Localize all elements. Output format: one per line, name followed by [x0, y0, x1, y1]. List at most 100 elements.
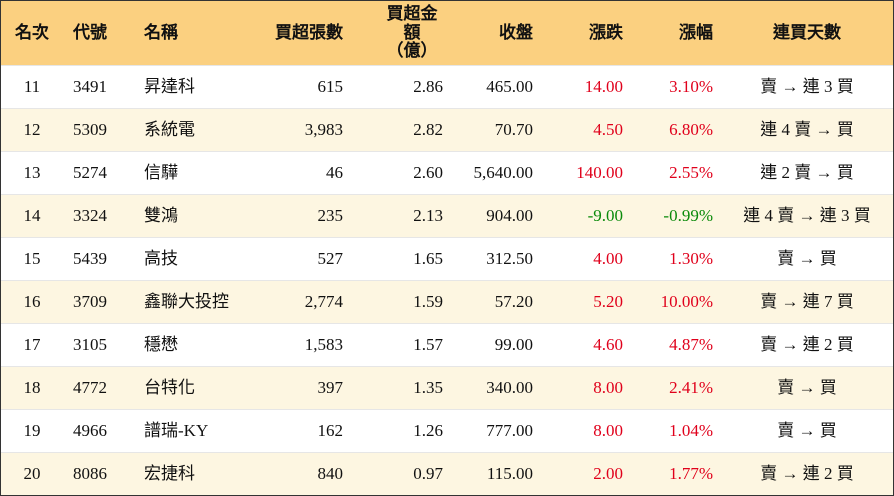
- table-cell: 57.20: [494, 291, 533, 311]
- table-cell: 4966: [73, 420, 107, 440]
- table-row: 19 4966 譜瑞-KY 162 1.26 777.00 8.00 1.04% 賣 → 買: [1, 409, 893, 452]
- table-cell: 信驊: [144, 162, 178, 182]
- table-row: 14 3324 雙鴻 235 2.13 904.00 -9.00 -0.99% 連 4 賣 → …: [1, 194, 893, 237]
- table-cell: 穩懋: [144, 334, 178, 354]
- table-cell: 99.00: [494, 334, 533, 354]
- table-cell: 1.30%: [669, 248, 713, 268]
- header-cell: 名次: [15, 22, 49, 42]
- table-cell: 2.86: [413, 76, 443, 96]
- table-cell: 4.50: [593, 119, 623, 139]
- table-cell: 8.00: [593, 377, 623, 397]
- table-cell: 140.00: [576, 162, 623, 182]
- table-cell: 台特化: [144, 377, 195, 397]
- table-cell: 1.26: [413, 420, 443, 440]
- table-cell: 10.00%: [660, 291, 713, 311]
- header-cell: 連買天數: [773, 22, 841, 42]
- table-cell: 70.70: [494, 119, 533, 139]
- table-cell: 5274: [73, 162, 107, 182]
- table-cell: 1.59: [413, 291, 443, 311]
- table-cell: 1.65: [413, 248, 443, 268]
- table-cell: 397: [317, 377, 344, 397]
- table-cell: 5309: [73, 119, 107, 139]
- table-cell: 1.35: [413, 377, 443, 397]
- table-cell: 15: [23, 248, 41, 268]
- table-cell: 4.60: [593, 334, 623, 354]
- table-row: 18 4772 台特化 397 1.35 340.00 8.00 2.41% 賣 → 買: [1, 366, 893, 409]
- header-cell: 漲幅: [679, 22, 713, 42]
- table-cell: 14: [23, 205, 41, 225]
- table-cell: 3105: [73, 334, 107, 354]
- header-cell: 收盤: [499, 22, 533, 42]
- table-cell: 2.00: [593, 463, 623, 483]
- table-row: 13 5274 信驊 46 2.60 5,640.00 140.00 2.55% 連 2 賣 →…: [1, 151, 893, 194]
- table-cell: 賣 → 連 2 買: [760, 463, 854, 483]
- table-cell: 2.60: [413, 162, 443, 182]
- table-cell: 235: [317, 205, 344, 225]
- header-cell: 漲跌: [589, 22, 623, 42]
- table-cell: 2.41%: [669, 377, 713, 397]
- table-cell: -9.00: [587, 205, 623, 225]
- header-cell: 代號: [73, 22, 107, 42]
- header-row: 名次 代號 名稱 買超張數 買超金額 （億） 收盤 漲跌 漲幅 連買天數: [1, 1, 893, 65]
- table-cell: -0.99%: [663, 205, 713, 225]
- table-cell: 0.97: [413, 463, 443, 483]
- table-cell: 8086: [73, 463, 107, 483]
- table-cell: 4.87%: [669, 334, 713, 354]
- table-cell: 賣 → 買: [777, 420, 837, 440]
- table-cell: 賣 → 連 2 買: [760, 334, 854, 354]
- table-row: 11 3491 昇達科 615 2.86 465.00 14.00 3.10% 賣 → 連 3 …: [1, 65, 893, 108]
- table-cell: 777.00: [486, 420, 533, 440]
- table-cell: 宏捷科: [144, 463, 195, 483]
- table-cell: 3491: [73, 76, 107, 96]
- table-cell: 11: [23, 76, 41, 96]
- table-row: 16 3709 鑫聯大投控 2,774 1.59 57.20 5.20 10.00% 賣 → 連…: [1, 280, 893, 323]
- table-cell: 17: [23, 334, 41, 354]
- table-cell: 615: [317, 76, 344, 96]
- table-cell: 2.13: [413, 205, 443, 225]
- table-cell: 14.00: [584, 76, 623, 96]
- header-cell: 買超張數: [275, 22, 343, 42]
- table-cell: 340.00: [486, 377, 533, 397]
- table-row: 12 5309 系統電 3,983 2.82 70.70 4.50 6.80% 連 4 賣 → …: [1, 108, 893, 151]
- table-cell: 2.82: [413, 119, 443, 139]
- table-cell: 昇達科: [144, 76, 195, 96]
- table-cell: 12: [23, 119, 41, 139]
- table-cell: 高技: [144, 248, 178, 268]
- table-cell: 3,983: [304, 119, 343, 139]
- table-cell: 904.00: [486, 205, 533, 225]
- table-cell: 賣 → 連 3 買: [760, 76, 854, 96]
- table-cell: 1.04%: [669, 420, 713, 440]
- table-cell: 13: [23, 162, 41, 182]
- table-cell: 系統電: [144, 119, 195, 139]
- table-cell: 20: [23, 463, 41, 483]
- table-cell: 4.00: [593, 248, 623, 268]
- table-cell: 連 2 賣 → 買: [760, 162, 854, 182]
- table-cell: 賣 → 連 7 買: [760, 291, 854, 311]
- table-cell: 譜瑞-KY: [144, 420, 209, 440]
- table-cell: 8.00: [593, 420, 623, 440]
- table-cell: 5,640.00: [473, 162, 534, 182]
- table-cell: 3324: [73, 205, 107, 225]
- table-cell: 賣 → 買: [777, 248, 837, 268]
- header-cell: 名稱: [144, 22, 178, 42]
- table-cell: 115.00: [486, 463, 533, 483]
- table-cell: 4772: [73, 377, 107, 397]
- table-cell: 312.50: [486, 248, 533, 268]
- table-cell: 16: [23, 291, 41, 311]
- table-cell: 2,774: [304, 291, 343, 311]
- table-cell: 19: [23, 420, 41, 440]
- table-cell: 18: [23, 377, 41, 397]
- table-cell: 527: [317, 248, 344, 268]
- table-row: 17 3105 穩懋 1,583 1.57 99.00 4.60 4.87% 賣 → 連 2 買: [1, 323, 893, 366]
- table-cell: 840: [317, 463, 344, 483]
- table-cell: 1,583: [304, 334, 343, 354]
- table-cell: 46: [326, 162, 343, 182]
- table-cell: 6.80%: [669, 119, 713, 139]
- table-cell: 連 4 賣 → 買: [760, 119, 854, 139]
- table-cell: 465.00: [486, 76, 533, 96]
- table-row: 15 5439 高技 527 1.65 312.50 4.00 1.30% 賣 → 買: [1, 237, 893, 280]
- table-cell: 1.57: [413, 334, 443, 354]
- table-cell: 1.77%: [669, 463, 713, 483]
